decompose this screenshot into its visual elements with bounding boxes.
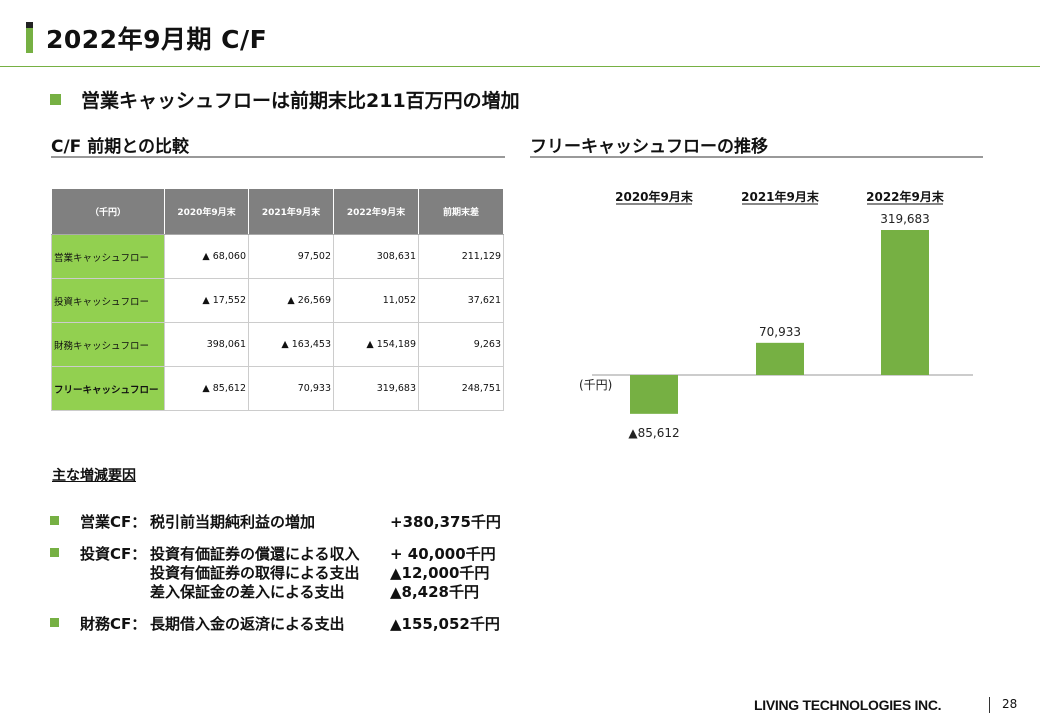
- bar-3: [881, 230, 929, 375]
- chart-section-title: フリーキャッシュフローの推移: [530, 137, 768, 157]
- table-cell: ▲ 85,612: [164, 366, 249, 411]
- factor-text: 差入保証金の差入による支出: [150, 583, 345, 601]
- factor-text: 投資有価証券の償還による収入: [150, 545, 360, 563]
- table-row: 営業キャッシュフロー ▲ 68,060 97,502 308,631 211,1…: [51, 234, 504, 279]
- factor-label: 財務CF：: [80, 615, 147, 633]
- table-cell: 70,933: [248, 366, 334, 411]
- table-header-row: （千円） 2020年9月末 2021年9月末 2022年9月末 前期末差: [51, 188, 504, 235]
- table-cell: 248,751: [418, 366, 504, 411]
- table-cell: ▲ 68,060: [164, 234, 249, 279]
- bullet-square-icon: [50, 94, 61, 105]
- title-rule: [0, 66, 1040, 67]
- footer-divider: [989, 697, 990, 713]
- table-cell: 308,631: [333, 234, 419, 279]
- factor-label: 営業CF：: [80, 513, 147, 531]
- bar-2: [756, 342, 804, 375]
- factor-amount: +380,375千円: [390, 513, 501, 531]
- category-label: 2021年9月末: [741, 189, 820, 204]
- row-label: フリーキャッシュフロー: [51, 366, 165, 411]
- company-logo: LIVING TECHNOLOGIES INC.: [754, 697, 942, 713]
- chart-section-rule: [530, 156, 983, 158]
- header-diff: 前期末差: [418, 188, 504, 235]
- bar-value-label: ▲85,612: [628, 426, 679, 440]
- factor-text: 投資有価証券の取得による支出: [150, 564, 360, 582]
- table-row: フリーキャッシュフロー ▲ 85,612 70,933 319,683 248,…: [51, 366, 504, 411]
- table-cell: ▲ 17,552: [164, 278, 249, 323]
- factor-amount: ▲155,052千円: [390, 615, 500, 633]
- factor-text: 長期借入金の返済による支出: [150, 615, 345, 633]
- factor-amount: + 40,000千円: [390, 545, 496, 563]
- table-cell: 37,621: [418, 278, 504, 323]
- title-accent: [26, 22, 33, 53]
- bar-value-label: 70,933: [759, 325, 801, 339]
- cf-comparison-table: （千円） 2020年9月末 2021年9月末 2022年9月末 前期末差 営業キ…: [51, 188, 504, 411]
- category-label: 2022年9月末: [866, 189, 945, 204]
- table-cell: ▲ 163,453: [248, 322, 334, 367]
- bullet-square-icon: [50, 618, 59, 627]
- header-2020: 2020年9月末: [164, 188, 249, 235]
- table-cell: 11,052: [333, 278, 419, 323]
- bar-value-label: 319,683: [880, 212, 930, 226]
- factor-amount: ▲12,000千円: [390, 564, 490, 582]
- table-cell: ▲ 154,189: [333, 322, 419, 367]
- table-cell: 319,683: [333, 366, 419, 411]
- row-label: 投資キャッシュフロー: [51, 278, 165, 323]
- bullet-square-icon: [50, 548, 59, 557]
- lead-statement: 営業キャッシュフローは前期末比211百万円の増加: [50, 86, 520, 113]
- factors-title: 主な増減要因: [52, 468, 136, 484]
- factor-text: 税引前当期純利益の増加: [150, 513, 316, 531]
- row-label: 財務キャッシュフロー: [51, 322, 165, 367]
- header-2022: 2022年9月末: [333, 188, 419, 235]
- bullet-square-icon: [50, 516, 59, 525]
- table-section-rule: [51, 156, 505, 158]
- page-title: 2022年9月期 C/F: [46, 25, 268, 54]
- bar-1: [630, 375, 678, 414]
- table-row: 財務キャッシュフロー 398,061 ▲ 163,453 ▲ 154,189 9…: [51, 322, 504, 367]
- page-number: 28: [1002, 697, 1018, 711]
- unit-label: (千円): [579, 378, 612, 392]
- category-label: 2020年9月末: [615, 189, 694, 204]
- table-row: 投資キャッシュフロー ▲ 17,552 ▲ 26,569 11,052 37,6…: [51, 278, 504, 323]
- lead-text: 営業キャッシュフローは前期末比211百万円の増加: [81, 90, 520, 112]
- factor-label: 投資CF：: [80, 545, 147, 563]
- row-label: 営業キャッシュフロー: [51, 234, 165, 279]
- table-section-title: C/F 前期との比較: [51, 137, 190, 157]
- table-cell: 211,129: [418, 234, 504, 279]
- factor-amount: ▲8,428千円: [390, 583, 479, 601]
